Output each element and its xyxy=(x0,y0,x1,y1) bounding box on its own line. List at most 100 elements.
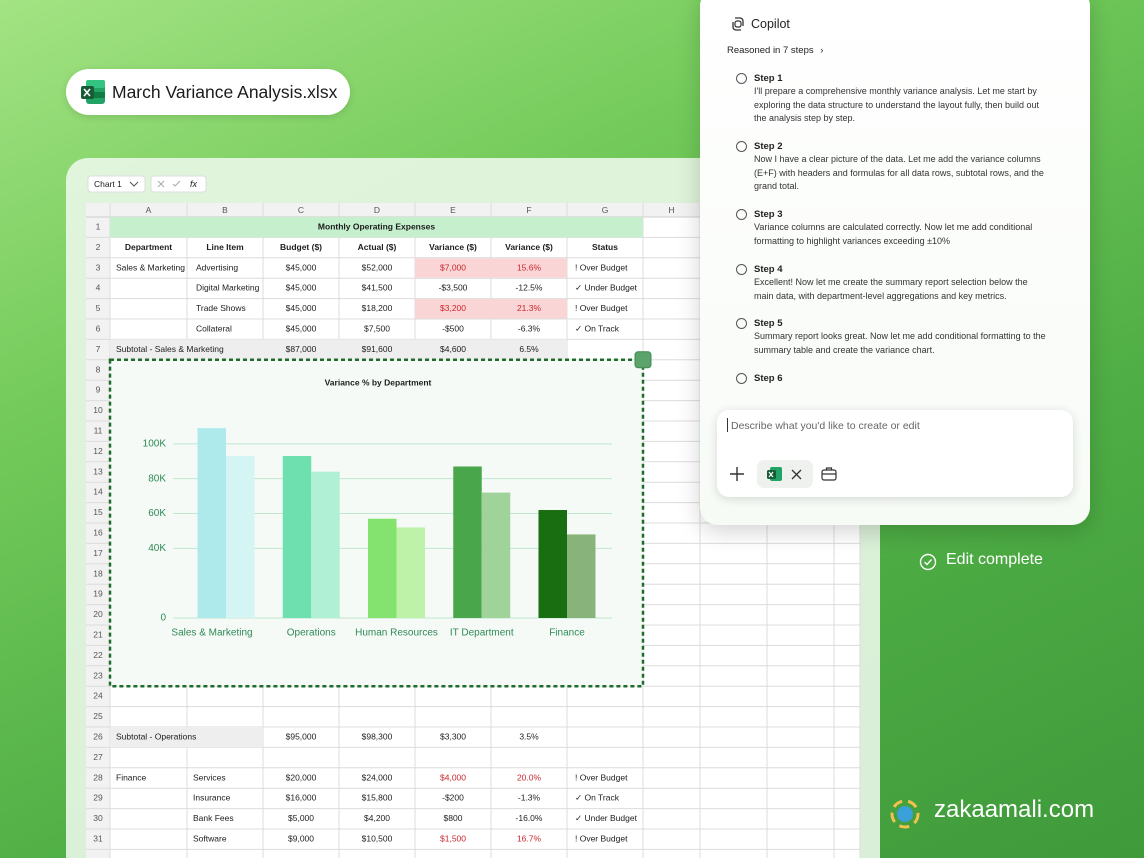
cell-text: $5,000 xyxy=(288,813,314,823)
row-header: 15 xyxy=(93,507,103,517)
cell-text: $45,000 xyxy=(286,262,317,272)
cell-text: Bank Fees xyxy=(193,813,234,823)
column-header-strip xyxy=(86,203,860,217)
enter-icon xyxy=(172,180,181,187)
cell-text: $98,300 xyxy=(362,731,393,741)
cell-text: $9,000 xyxy=(288,833,314,843)
cell-text: ✓ On Track xyxy=(575,793,620,803)
embedded-chart[interactable]: Variance % by Department 0 40K 60K 80K 100K Sa… xyxy=(108,351,652,688)
row-header: 24 xyxy=(93,691,103,701)
tools-button[interactable] xyxy=(821,466,837,481)
step-text: I'll prepare a comprehensive monthly var… xyxy=(754,86,1040,124)
cell-text: $1,500 xyxy=(440,833,466,843)
x-tick-label: Finance xyxy=(549,628,585,639)
cell-text: $10,500 xyxy=(362,833,393,843)
name-box-text: Chart 1 xyxy=(94,179,122,189)
cell-text: -$3,500 xyxy=(439,283,468,293)
step-check xyxy=(736,264,747,275)
bar xyxy=(538,510,567,618)
add-button[interactable] xyxy=(729,466,745,482)
alert-fill xyxy=(415,299,567,319)
step-label: Step 3 xyxy=(754,209,783,220)
formula-bar[interactable] xyxy=(150,175,207,193)
bar xyxy=(311,471,340,618)
reasoning-toggle[interactable]: Reasoned in 7 steps › xyxy=(727,45,823,56)
row-header: 19 xyxy=(93,589,103,599)
cell-text: ✓ Under Budget xyxy=(575,283,638,293)
cells: A B C D E F G H12345678910111213141516171819202… xyxy=(93,205,674,844)
column-title: Line Item xyxy=(206,242,244,252)
name-box-chevron xyxy=(129,181,139,187)
x-tick-label: Human Resources xyxy=(355,628,438,639)
attached-file-chip xyxy=(757,460,813,488)
row-header: 16 xyxy=(93,527,103,537)
cell-text: $16,000 xyxy=(286,793,317,803)
step-check xyxy=(736,141,747,152)
row-header: 29 xyxy=(93,793,103,803)
step-check xyxy=(736,373,747,384)
cell-text: ! Over Budget xyxy=(575,833,628,843)
column-title: Department xyxy=(125,242,172,252)
y-tick-label: 60K xyxy=(148,508,166,519)
cell-text: ! Over Budget xyxy=(575,262,628,272)
status-icon xyxy=(919,553,937,571)
subtotal-fill xyxy=(110,727,263,748)
cell-text: $45,000 xyxy=(286,303,317,313)
cell-text: 20.0% xyxy=(517,772,542,782)
cell-text: -$200 xyxy=(442,793,464,803)
cell-text: Trade Shows xyxy=(196,303,246,313)
row-header: 20 xyxy=(93,609,103,619)
row-header: 10 xyxy=(93,405,103,415)
cell-text: $3,200 xyxy=(440,303,466,313)
y-tick-label: 0 xyxy=(160,613,166,624)
cell-text: $95,000 xyxy=(286,731,317,741)
reasoning-chevron: › xyxy=(820,45,824,56)
row-header: 22 xyxy=(93,650,103,660)
cell-text: 21.3% xyxy=(517,303,542,313)
cell-text: Subtotal - Sales & Marketing xyxy=(116,344,224,354)
row-header: 6 xyxy=(96,323,101,333)
bar xyxy=(226,456,255,618)
row-header: 31 xyxy=(93,833,103,843)
step-label: Step 1 xyxy=(754,73,783,84)
cell-text: ✓ On Track xyxy=(575,323,620,333)
cell-text: -1.3% xyxy=(518,793,541,803)
row-header: 2 xyxy=(96,242,101,252)
file-pill: March Variance Analysis.xlsx xyxy=(66,69,350,115)
y-tick-label: 100K xyxy=(143,438,167,449)
excel-icon xyxy=(81,80,105,104)
step-text: Variance columns are calculated correctl… xyxy=(754,222,1033,246)
chip-excel-icon xyxy=(767,467,782,481)
column-header: E xyxy=(450,205,456,215)
prompt-box[interactable]: Describe what you'd like to create or ed… xyxy=(717,410,1073,497)
step-label: Step 2 xyxy=(754,141,783,152)
row-header: 3 xyxy=(96,262,101,272)
step-check xyxy=(736,209,747,220)
watermark: zakaamali.com xyxy=(934,796,1095,823)
x-tick-label: Sales & Marketing xyxy=(171,628,252,639)
column-header: D xyxy=(374,205,380,215)
step-label: Step 4 xyxy=(754,264,783,275)
row-header: 8 xyxy=(96,364,101,374)
row-header: 4 xyxy=(96,283,101,293)
cancel-icon xyxy=(157,180,165,188)
column-header: C xyxy=(298,205,304,215)
resize-handle[interactable] xyxy=(634,351,652,369)
cell-text: 16.7% xyxy=(517,833,542,843)
name-box[interactable] xyxy=(87,175,146,193)
remove-file-button[interactable] xyxy=(791,469,802,480)
cell-text: Subtotal - Operations xyxy=(116,731,196,741)
row-header: 17 xyxy=(93,548,103,558)
cell-text: $15,800 xyxy=(362,793,393,803)
row-header: 23 xyxy=(93,670,103,680)
cell-text: 3.5% xyxy=(519,731,539,741)
row-header: 25 xyxy=(93,711,103,721)
cell-text: $4,200 xyxy=(364,813,390,823)
bar xyxy=(197,428,226,618)
cell-text: $52,000 xyxy=(362,262,393,272)
row-header: 28 xyxy=(93,772,103,782)
cell-text: Insurance xyxy=(193,793,231,803)
y-tick-label: 40K xyxy=(148,543,166,554)
row-header: 7 xyxy=(96,344,101,354)
